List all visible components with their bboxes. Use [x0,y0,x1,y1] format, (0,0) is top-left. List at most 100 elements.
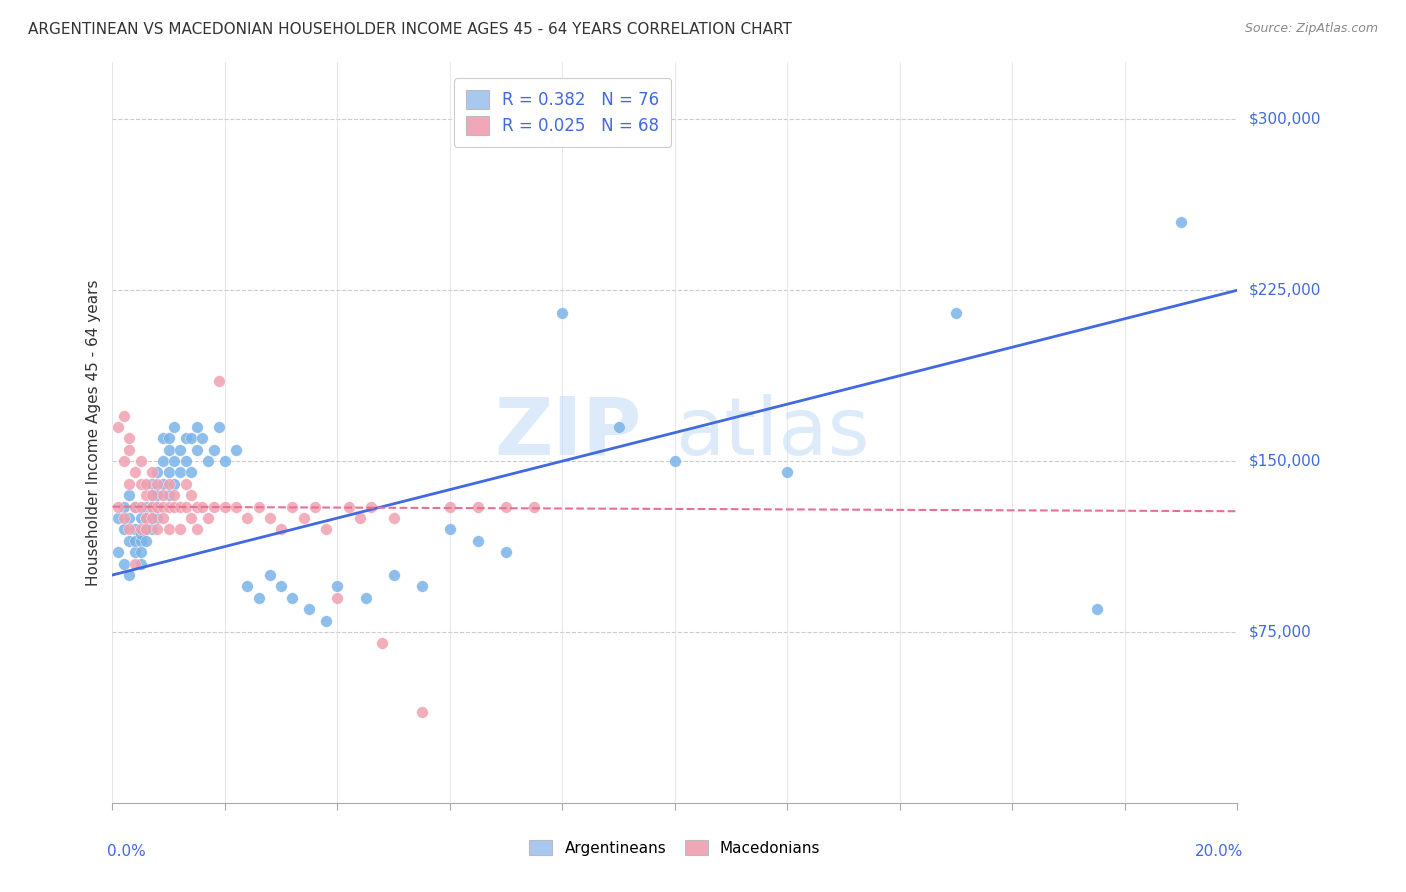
Point [186,523,208,537]
Point [208,420,231,434]
Point [152,454,174,468]
Point [141,500,163,514]
Point [135,488,157,502]
Text: ARGENTINEAN VS MACEDONIAN HOUSEHOLDER INCOME AGES 45 - 64 YEARS CORRELATION CHAR: ARGENTINEAN VS MACEDONIAN HOUSEHOLDER IN… [28,22,792,37]
Point [315,523,337,537]
Point [281,500,304,514]
Point [141,511,163,525]
Point [174,476,197,491]
Point [152,488,174,502]
Point [124,500,146,514]
Point [141,476,163,491]
Point [129,500,152,514]
Point [411,705,433,719]
Point [197,454,219,468]
Point [135,500,157,514]
Point [107,511,129,525]
Point [259,511,281,525]
Point [169,500,191,514]
Point [152,511,174,525]
Point [202,442,225,457]
Point [467,533,489,548]
Point [157,488,180,502]
Point [776,466,799,480]
Point [523,500,546,514]
Point [124,523,146,537]
Point [146,466,169,480]
Point [174,500,197,514]
Point [439,523,461,537]
Point [382,568,405,582]
Point [281,591,304,605]
Point [135,511,157,525]
Point [118,533,141,548]
Point [197,511,219,525]
Point [247,500,270,514]
Point [152,431,174,445]
Point [180,466,202,480]
Point [129,527,152,541]
Text: $150,000: $150,000 [1249,454,1320,468]
Point [371,636,394,650]
Point [664,454,686,468]
Point [146,500,169,514]
Point [259,568,281,582]
Point [214,454,236,468]
Point [169,523,191,537]
Point [174,431,197,445]
Point [225,500,247,514]
Point [186,420,208,434]
Point [382,511,405,525]
Text: $225,000: $225,000 [1249,283,1320,298]
Point [112,557,135,571]
Point [124,466,146,480]
Text: $300,000: $300,000 [1249,112,1320,127]
Point [214,500,236,514]
Point [163,420,186,434]
Point [129,523,152,537]
Point [163,488,186,502]
Point [141,488,163,502]
Point [146,500,169,514]
Point [1170,215,1192,229]
Point [135,511,157,525]
Point [146,488,169,502]
Point [141,500,163,514]
Point [157,431,180,445]
Point [129,545,152,559]
Point [236,579,259,593]
Point [112,500,135,514]
Point [349,511,371,525]
Point [112,454,135,468]
Point [467,500,489,514]
Point [146,523,169,537]
Point [180,488,202,502]
Point [236,511,259,525]
Point [337,500,360,514]
Point [439,500,461,514]
Legend: Argentineans, Macedonians: Argentineans, Macedonians [523,834,827,862]
Point [157,500,180,514]
Point [141,466,163,480]
Point [495,500,517,514]
Point [163,454,186,468]
Point [169,466,191,480]
Point [225,442,247,457]
Point [118,431,141,445]
Point [129,476,152,491]
Point [107,420,129,434]
Point [191,431,214,445]
Point [270,523,292,537]
Point [945,306,967,320]
Point [163,500,186,514]
Point [118,523,141,537]
Point [146,511,169,525]
Point [270,579,292,593]
Point [186,442,208,457]
Point [118,442,141,457]
Point [129,511,152,525]
Y-axis label: Householder Income Ages 45 - 64 years: Householder Income Ages 45 - 64 years [86,279,101,586]
Point [141,523,163,537]
Point [112,511,135,525]
Point [135,476,157,491]
